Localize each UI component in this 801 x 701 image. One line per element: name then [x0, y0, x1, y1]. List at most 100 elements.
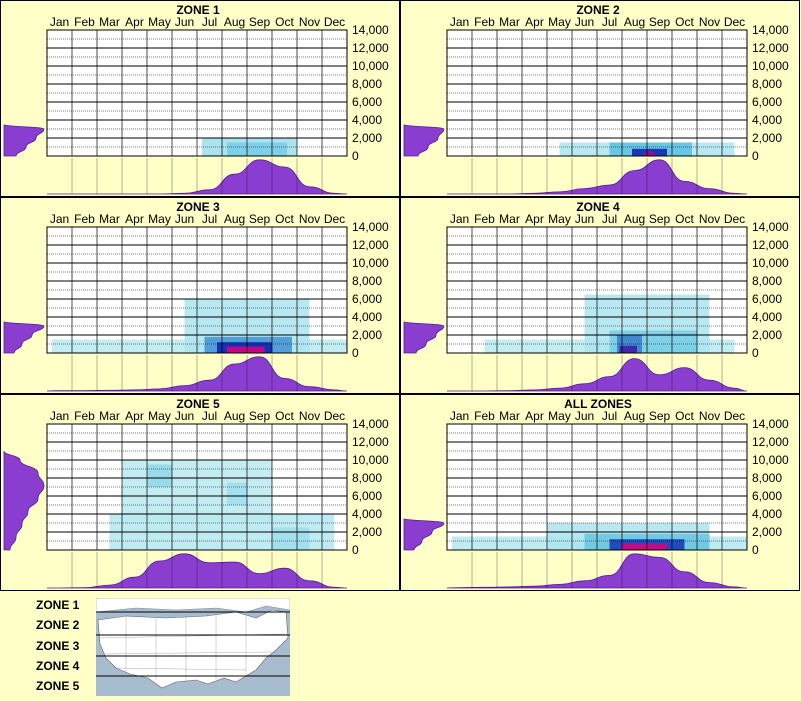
heat-cell	[227, 482, 247, 505]
month-label: Sep	[649, 409, 671, 423]
y-tick-label: 2,000	[752, 131, 782, 145]
y-tick-label: 12,000	[752, 41, 789, 55]
month-label: Dec	[324, 212, 345, 226]
legend-zone-4: ZONE 4	[36, 659, 80, 673]
panel-title: ZONE 3	[176, 200, 220, 214]
month-label: Jan	[450, 15, 469, 29]
y-tick-label: 4,000	[752, 507, 782, 521]
panel-border	[0, 197, 400, 394]
month-label: Feb	[74, 409, 95, 423]
month-label: Jan	[50, 409, 69, 423]
y-tick-label: 8,000	[352, 77, 382, 91]
y-tick-label: 12,000	[352, 41, 389, 55]
month-label: Apr	[125, 212, 144, 226]
zone-panel-1: ZONE 1 Jan Feb Mar Apr May Jun Jul Aug Sep Oct Nov D…	[0, 0, 400, 197]
y-tick-label: 8,000	[352, 274, 382, 288]
plot-frame	[46, 29, 348, 157]
month-label: Sep	[649, 15, 671, 29]
elevation-distribution-curve	[3, 321, 45, 354]
y-tick-label: 8,000	[752, 471, 782, 485]
heat-cell	[644, 151, 655, 156]
month-label: Jan	[50, 15, 69, 29]
month-label: Jun	[175, 409, 194, 423]
y-tick-label: 10,000	[752, 256, 789, 270]
zone-panel-5: ZONE 5 Jan Feb Mar Apr May Jun Jul Aug Sep Oct Nov D…	[0, 394, 400, 591]
heat-cell	[227, 346, 265, 353]
month-label: Aug	[224, 212, 245, 226]
zone-panel-3: ZONE 3 Jan Feb Mar Apr May Jun Jul Aug Sep Oct Nov D…	[0, 197, 400, 394]
canada-landmass	[96, 598, 290, 613]
elevation-distribution-curve	[3, 124, 45, 157]
month-label: May	[148, 15, 171, 29]
month-label: Oct	[675, 15, 694, 29]
y-tick-label: 0	[752, 346, 759, 360]
y-tick-label: 14,000	[352, 23, 389, 37]
elevation-distribution-curve	[403, 518, 445, 551]
month-label: Nov	[699, 15, 720, 29]
panel-border	[400, 197, 800, 394]
zone-panel-4: ZONE 4 Jan Feb Mar Apr May Jun Jul Aug Sep Oct Nov D…	[400, 197, 800, 394]
month-label: Apr	[525, 409, 544, 423]
month-label: Oct	[275, 409, 294, 423]
month-label: Mar	[499, 409, 520, 423]
month-label: Feb	[474, 409, 495, 423]
panel-border	[400, 0, 800, 197]
zone-panel-6: ALL ZONES Jan Feb Mar Apr May Jun Jul Aug Sep Oct N…	[400, 394, 800, 591]
month-label: Jul	[602, 409, 617, 423]
panel-title: ZONE 2	[576, 3, 620, 17]
zone-charts: ZONE 1 Jan Feb Mar Apr May Jun Jul Aug Sep Oct Nov D…	[0, 0, 800, 591]
y-tick-label: 12,000	[752, 435, 789, 449]
month-label: Sep	[649, 212, 671, 226]
y-tick-label: 12,000	[352, 435, 389, 449]
zone-legend: ZONE 1 ZONE 2 ZONE 3 ZONE 4 ZONE 5	[0, 592, 801, 701]
y-tick-label: 0	[352, 346, 359, 360]
y-tick-label: 4,000	[352, 113, 382, 127]
y-tick-label: 12,000	[352, 238, 389, 252]
y-tick-label: 4,000	[352, 310, 382, 324]
month-label: Feb	[474, 15, 495, 29]
month-label: May	[148, 409, 171, 423]
panel-title: ZONE 4	[576, 200, 620, 214]
month-label: Oct	[675, 409, 694, 423]
month-label: Jun	[575, 409, 594, 423]
y-tick-label: 6,000	[752, 95, 782, 109]
month-label: Oct	[275, 15, 294, 29]
y-tick-label: 8,000	[752, 77, 782, 91]
y-tick-label: 2,000	[352, 328, 382, 342]
month-label: Jul	[602, 212, 617, 226]
legend-zone-1: ZONE 1	[36, 598, 80, 612]
y-tick-label: 2,000	[752, 328, 782, 342]
month-label: Jul	[602, 15, 617, 29]
elevation-distribution-curve	[403, 321, 445, 354]
plot-frame	[446, 423, 748, 551]
y-tick-label: 4,000	[752, 310, 782, 324]
y-tick-label: 0	[752, 149, 759, 163]
month-label: Mar	[499, 15, 520, 29]
month-label: Mar	[99, 409, 120, 423]
y-tick-label: 6,000	[352, 292, 382, 306]
month-label: Dec	[724, 15, 745, 29]
heat-cell	[227, 142, 287, 156]
y-tick-label: 10,000	[352, 256, 389, 270]
month-label: Jun	[575, 15, 594, 29]
plot-frame	[446, 29, 748, 157]
panel-border	[0, 0, 400, 197]
month-label: Mar	[99, 212, 120, 226]
month-label: Mar	[499, 212, 520, 226]
panel-title: ZONE 5	[176, 397, 220, 411]
month-label: Aug	[624, 409, 645, 423]
month-label: Jun	[175, 15, 194, 29]
panel-title: ZONE 1	[176, 3, 220, 17]
zone-lines	[96, 611, 290, 677]
y-tick-label: 14,000	[752, 23, 789, 37]
plot-frame	[46, 226, 348, 354]
panel-title: ALL ZONES	[564, 397, 632, 411]
month-label: Dec	[724, 409, 745, 423]
month-label: Apr	[525, 15, 544, 29]
panel-border	[400, 394, 800, 591]
month-label: Aug	[624, 15, 645, 29]
month-label: Dec	[324, 409, 345, 423]
y-tick-label: 10,000	[752, 59, 789, 73]
month-label: Nov	[699, 212, 720, 226]
y-tick-label: 4,000	[752, 113, 782, 127]
